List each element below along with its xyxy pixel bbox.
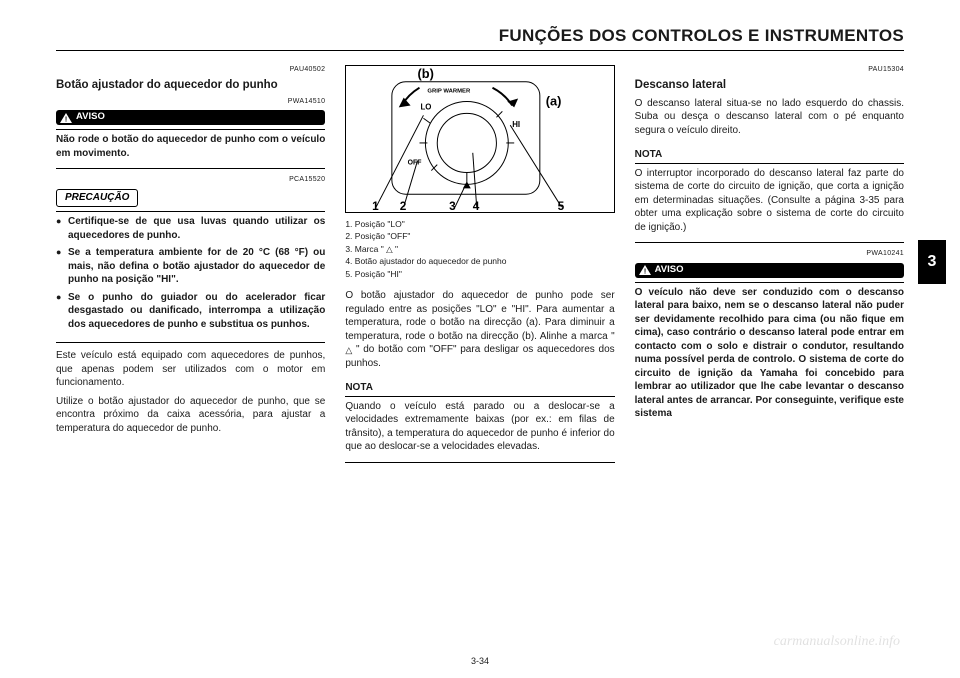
ref-code: PWA10241 <box>635 249 904 258</box>
rule <box>56 129 325 130</box>
figure-legend: 1. Posição "LO" 2. Posição "OFF" 3. Marc… <box>345 219 614 281</box>
rule <box>56 168 325 169</box>
grip-label: GRIP WARMER <box>428 89 472 95</box>
warning-icon: ! <box>60 113 72 123</box>
aviso-label: AVISO <box>655 264 684 277</box>
caution-item: Se o punho do guiador ou do acelerador f… <box>56 291 325 332</box>
arrow-a-label: (a) <box>546 93 562 108</box>
header-rule <box>56 50 904 51</box>
arrow-b-label: (b) <box>418 66 434 81</box>
rule <box>635 163 904 164</box>
grip-warmer-figure: GRIP WARMER LO OFF HI <box>345 65 614 213</box>
rule <box>56 342 325 343</box>
manual-page: FUNÇÕES DOS CONTROLOS E INSTRUMENTOS PAU… <box>0 0 960 678</box>
aviso-text: O veículo não deve ser conduzido com o d… <box>635 286 904 421</box>
page-number: 3-34 <box>0 656 960 666</box>
ref-code: PAU40502 <box>56 65 325 74</box>
caution-item: Certifique-se de que usa luvas quando ut… <box>56 215 325 242</box>
callout-num: 5 <box>558 199 565 212</box>
aviso-text: Não rode o botão do aquecedor de punho c… <box>56 133 325 160</box>
lo-label: LO <box>421 102 432 111</box>
rule <box>345 462 614 463</box>
rule <box>56 211 325 212</box>
column-3: PAU15304 Descanso lateral O descanso lat… <box>635 65 904 469</box>
ref-code: PAU15304 <box>635 65 904 74</box>
legend-item: 3. Marca " △ " <box>345 244 614 255</box>
body-text: Este veículo está equipado com aquecedor… <box>56 349 325 390</box>
caution-list: Certifique-se de que usa luvas quando ut… <box>56 215 325 335</box>
ref-code: PCA15520 <box>56 175 325 184</box>
chapter-tab: 3 <box>918 240 946 284</box>
rule <box>345 396 614 397</box>
legend-item: 4. Botão ajustador do aquecedor de punho <box>345 256 614 267</box>
section-heading-sidestand: Descanso lateral <box>635 78 904 92</box>
warning-icon: ! <box>639 265 651 275</box>
column-2: GRIP WARMER LO OFF HI <box>345 65 614 469</box>
watermark: carmanualsonline.info <box>774 634 900 650</box>
ref-code: PWA14510 <box>56 97 325 106</box>
caution-item: Se a temperatura ambiente for de 20 °C (… <box>56 246 325 287</box>
callout-num: 4 <box>473 199 480 212</box>
legend-item: 1. Posição "LO" <box>345 219 614 230</box>
callout-num: 2 <box>400 199 407 212</box>
off-label: OFF <box>408 160 422 167</box>
aviso-badge: ! AVISO <box>635 263 904 278</box>
body-text: Utilize o botão ajustador do aquecedor d… <box>56 395 325 436</box>
precaucao-badge: PRECAUÇÃO <box>56 189 138 208</box>
body-text: O descanso lateral situa-se no lado esqu… <box>635 97 904 138</box>
rule <box>635 242 904 243</box>
nota-text: O interruptor incorporado do descanso la… <box>635 167 904 235</box>
hi-label: HI <box>513 120 521 129</box>
nota-label: NOTA <box>345 381 614 395</box>
callout-num: 1 <box>372 199 379 212</box>
callout-num: 3 <box>449 199 456 212</box>
legend-item: 2. Posição "OFF" <box>345 231 614 242</box>
section-heading-grip-warmer: Botão ajustador do aquecedor do punho <box>56 78 325 92</box>
svg-text:!: ! <box>643 269 645 276</box>
svg-text:!: ! <box>65 116 67 123</box>
nota-label: NOTA <box>635 148 904 162</box>
chapter-number: 3 <box>928 253 937 271</box>
nota-text: Quando o veículo está parado ou a desloc… <box>345 400 614 454</box>
legend-item: 5. Posição "HI" <box>345 269 614 280</box>
aviso-badge: ! AVISO <box>56 110 325 125</box>
column-1: PAU40502 Botão ajustador do aquecedor do… <box>56 65 325 469</box>
grip-warmer-diagram: GRIP WARMER LO OFF HI <box>346 66 613 212</box>
rule <box>635 282 904 283</box>
page-title: FUNÇÕES DOS CONTROLOS E INSTRUMENTOS <box>56 26 904 46</box>
aviso-label: AVISO <box>76 111 105 124</box>
body-text: O botão ajustador do aquecedor de punho … <box>345 289 614 370</box>
content-columns: PAU40502 Botão ajustador do aquecedor do… <box>56 65 904 469</box>
triangle-icon: △ <box>345 344 352 356</box>
